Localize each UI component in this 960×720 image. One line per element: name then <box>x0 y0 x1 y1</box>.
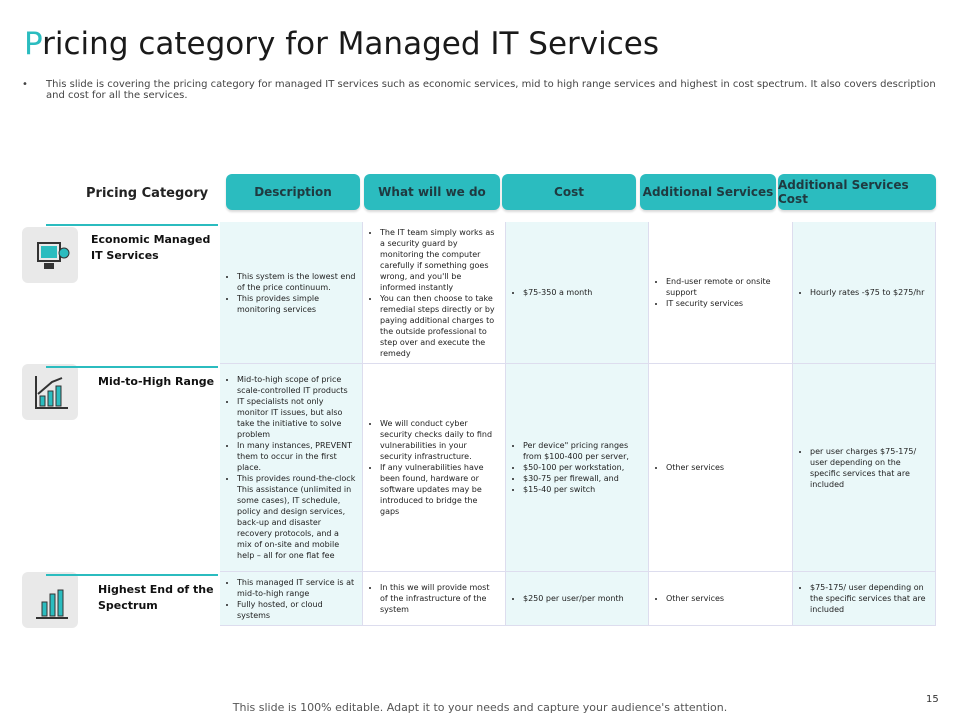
category-rule <box>46 366 218 368</box>
bullet-item: This system is the lowest end of the pri… <box>237 271 356 293</box>
bullet-list: In this we will provide most of the infr… <box>369 582 499 615</box>
icon-economic <box>22 227 78 283</box>
bullet-item: $30-75 per firewall, and <box>523 473 642 484</box>
icon-high-end <box>22 572 78 628</box>
bullet-item: If any vulnerabilities have been found, … <box>380 462 499 517</box>
bullet-list: We will conduct cyber security checks da… <box>369 418 499 517</box>
column-header: Cost <box>502 174 636 210</box>
table-cell: In this we will provide most of the infr… <box>363 572 506 626</box>
bullet-list: $75-350 a month <box>512 287 592 298</box>
bullet-list: $75-175/ user depending on the specific … <box>799 582 929 615</box>
bullet-item: Per device" pricing ranges from $100-400… <box>523 440 642 462</box>
bullet-item: In many instances, PREVENT them to occur… <box>237 440 356 473</box>
table-cell: $75-350 a month <box>506 222 649 364</box>
column-header: Additional Services <box>640 174 776 210</box>
icon-mid-range <box>22 364 78 420</box>
bullet-item: This managed IT service is at mid-to-hig… <box>237 577 356 599</box>
bullet-item: Fully hosted, or cloud systems <box>237 599 356 621</box>
bullet-item: Hourly rates -$75 to $275/hr <box>810 287 924 298</box>
bullet-list: Other services <box>655 462 724 473</box>
bullet-list: Per device" pricing ranges from $100-400… <box>512 440 642 495</box>
column-header: Description <box>226 174 360 210</box>
column-header: What will we do <box>364 174 500 210</box>
bullet-item: $75-350 a month <box>523 287 592 298</box>
bullet-list: Mid-to-high scope of price scale-control… <box>226 374 356 561</box>
table-cell: This system is the lowest end of the pri… <box>220 222 363 364</box>
bullet-item: Other services <box>666 593 724 604</box>
category-rule <box>46 574 218 576</box>
bullet-list: Other services <box>655 593 724 604</box>
page-number: 15 <box>926 694 939 705</box>
table-cell: Mid-to-high scope of price scale-control… <box>220 364 363 572</box>
table-cell: End-user remote or onsite supportIT secu… <box>649 222 793 364</box>
bullet-item: $250 per user/per month <box>523 593 624 604</box>
bullet-item: This provides simple monitoring services <box>237 293 356 315</box>
bullet-item: You can then choose to take remedial ste… <box>380 293 499 359</box>
bullet-list: per user charges $75-175/ user depending… <box>799 446 929 490</box>
bullet-item: $15-40 per switch <box>523 484 642 495</box>
table-cell: $75-175/ user depending on the specific … <box>793 572 936 626</box>
bullet-item: Mid-to-high scope of price scale-control… <box>237 374 356 396</box>
title: Pricing category for Managed IT Services <box>24 26 660 62</box>
category-label: Mid-to-High Range <box>98 375 215 388</box>
bullet-item: per user charges $75-175/ user depending… <box>810 446 929 490</box>
bullet-item: This provides round-the-clock This assis… <box>237 473 356 561</box>
table-cell: per user charges $75-175/ user depending… <box>793 364 936 572</box>
table-cell: We will conduct cyber security checks da… <box>363 364 506 572</box>
table-cell: Other services <box>649 572 793 626</box>
bullet-list: This system is the lowest end of the pri… <box>226 271 356 315</box>
bullet-list: This managed IT service is at mid-to-hig… <box>226 577 356 621</box>
footer-note: This slide is 100% editable. Adapt it to… <box>232 701 728 714</box>
bullet-item: $75-175/ user depending on the specific … <box>810 582 929 615</box>
bullet-list: The IT team simply works as a security g… <box>369 227 499 359</box>
bullet-item: IT specialists not only monitor IT issue… <box>237 396 356 440</box>
bullet-item: We will conduct cyber security checks da… <box>380 418 499 462</box>
column-header: Additional Services Cost <box>778 174 936 210</box>
corner-label: Pricing Category <box>86 186 209 201</box>
bullet-item: Other services <box>666 462 724 473</box>
bullet-item: End-user remote or onsite support <box>666 276 786 298</box>
category-rule <box>46 224 218 226</box>
bullet-item: The IT team simply works as a security g… <box>380 227 499 293</box>
table-cell: Other services <box>649 364 793 572</box>
bullet-list: Hourly rates -$75 to $275/hr <box>799 287 924 298</box>
category-label: Highest End of the Spectrum <box>98 583 214 612</box>
description: This slide is covering the pricing categ… <box>22 79 936 101</box>
bullet-list: End-user remote or onsite supportIT secu… <box>655 276 786 309</box>
bullet-item: In this we will provide most of the infr… <box>380 582 499 615</box>
table-cell: $250 per user/per month <box>506 572 649 626</box>
bullet-list: $250 per user/per month <box>512 593 624 604</box>
table-cell: Per device" pricing ranges from $100-400… <box>506 364 649 572</box>
table-cell: This managed IT service is at mid-to-hig… <box>220 572 363 626</box>
table-cell: The IT team simply works as a security g… <box>363 222 506 364</box>
bullet-item: $50-100 per workstation, <box>523 462 642 473</box>
bullet-item: IT security services <box>666 298 786 309</box>
category-label: Economic Managed IT Services <box>91 233 211 262</box>
table-cell: Hourly rates -$75 to $275/hr <box>793 222 936 364</box>
